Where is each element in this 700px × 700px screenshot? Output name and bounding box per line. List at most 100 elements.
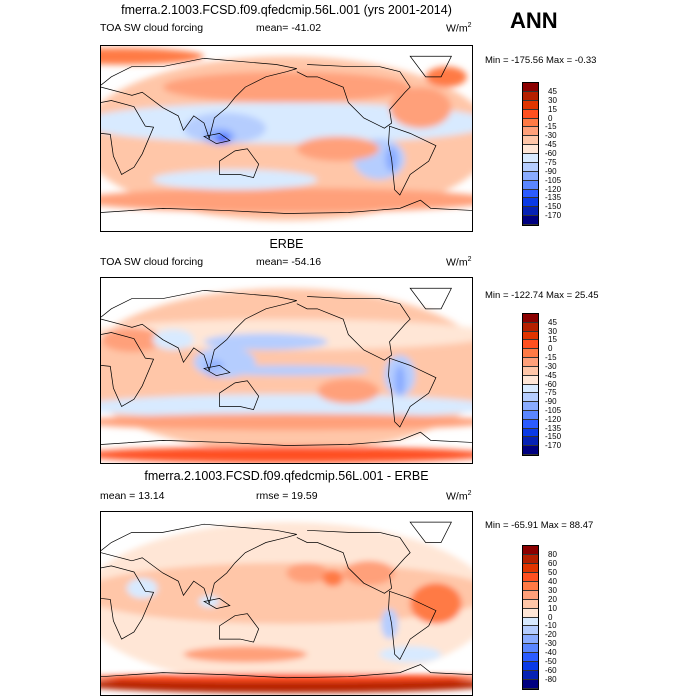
- colorbar-tick-label: 30: [548, 95, 557, 105]
- coastline: [100, 332, 155, 407]
- colorbar-swatch: [523, 608, 538, 618]
- left-label: TOA SW cloud forcing: [100, 256, 204, 268]
- min-max-label: Min = -175.56 Max = -0.33: [485, 55, 597, 66]
- colorbar-swatch: [523, 340, 538, 350]
- field-region: [162, 71, 411, 103]
- field-region: [204, 365, 369, 376]
- colorbar-tick-label: -80: [545, 675, 557, 685]
- colorbar-swatch: [523, 402, 538, 411]
- colorbar-tick-label: -135: [545, 423, 562, 433]
- map-panel: [80, 277, 493, 464]
- colorbar-swatch: [523, 154, 538, 163]
- field-region: [410, 583, 462, 624]
- colorbar-tick-label: -75: [545, 388, 557, 398]
- colorbar-tick-label: -120: [545, 184, 562, 194]
- coastline: [100, 100, 155, 175]
- map-panel: [80, 511, 493, 696]
- colorbar-tick-label: -20: [545, 630, 557, 640]
- colorbar-swatch: [523, 198, 538, 208]
- field-region: [317, 378, 380, 404]
- colorbar-tick-label: 45: [548, 86, 557, 96]
- colorbar: [522, 545, 539, 690]
- field-region: [379, 646, 442, 663]
- colorbar-swatch: [523, 145, 538, 154]
- colorbar-swatch: [523, 314, 538, 323]
- colorbar-swatch: [523, 554, 538, 564]
- coastline: [409, 55, 452, 78]
- field-region: [80, 102, 493, 144]
- coastline: [296, 529, 411, 594]
- field-region: [80, 187, 493, 213]
- field-region: [425, 66, 467, 88]
- coastline: [219, 380, 260, 410]
- colorbar-tick-label: 60: [548, 558, 557, 568]
- colorbar-tick-label: -170: [545, 211, 562, 221]
- coastline: [409, 287, 452, 310]
- map-panel: [39, 45, 493, 232]
- colorbar-tick-label: 10: [548, 603, 557, 613]
- colorbar-tick-label: 30: [548, 585, 557, 595]
- units-text: W/m: [446, 490, 468, 503]
- coastline: [100, 57, 297, 140]
- colorbar-tick-label: 0: [548, 612, 553, 622]
- colorbar-tick-label: -45: [545, 370, 557, 380]
- colorbar-tick-label: -15: [545, 122, 557, 132]
- field-region: [101, 327, 163, 352]
- colorbar-swatch: [523, 599, 538, 609]
- colorbar-tick-label: -135: [545, 193, 562, 203]
- field-region: [126, 578, 158, 599]
- colorbar-swatch: [523, 180, 538, 190]
- colorbar-tick-label: 0: [548, 344, 553, 354]
- colorbar-swatch: [523, 366, 538, 376]
- colorbar-tick-label: -60: [545, 379, 557, 389]
- field-region: [39, 48, 205, 65]
- colorbar-swatch: [523, 375, 538, 385]
- colorbar-swatch: [523, 419, 538, 429]
- field-region: [216, 134, 229, 143]
- units-exponent: 2: [467, 490, 472, 497]
- coastline: [100, 289, 297, 372]
- colorbar-swatch: [523, 162, 538, 172]
- colorbar-swatch: [523, 358, 538, 367]
- colorbar-swatch: [523, 331, 538, 341]
- left-label: TOA SW cloud forcing: [100, 22, 204, 34]
- field-region: [152, 169, 318, 190]
- field-region: [322, 569, 344, 587]
- field-region: [394, 365, 406, 397]
- colorbar-swatch: [523, 83, 538, 92]
- coastline: [203, 132, 231, 145]
- colorbar-swatch: [523, 653, 538, 663]
- colorbar-tick-label: 40: [548, 576, 557, 586]
- min-max-label: Min = -65.91 Max = 88.47: [485, 520, 594, 531]
- colorbar-tick-label: -15: [545, 353, 557, 363]
- colorbar-tick-label: 15: [548, 335, 557, 345]
- colorbar-swatch: [523, 635, 538, 645]
- units-text: W/m: [446, 22, 468, 35]
- units-exponent: 2: [467, 22, 472, 29]
- colorbar-swatch: [523, 546, 538, 555]
- field-region: [183, 112, 266, 144]
- colorbar-swatch: [523, 590, 538, 600]
- colorbar-swatch: [523, 100, 538, 110]
- colorbar-swatch: [523, 393, 538, 403]
- colorbar-tick-label: -60: [545, 666, 557, 676]
- colorbar-swatch: [523, 581, 538, 591]
- colorbar-swatch: [523, 626, 538, 636]
- colorbar-tick-label: -170: [545, 441, 562, 451]
- colorbar-swatch: [523, 572, 538, 582]
- min-max-label: Min = -122.74 Max = 25.45: [485, 290, 599, 301]
- panel-title: fmerra.2.1003.FCSD.f09.qfedcmip.56L.001 …: [121, 3, 452, 17]
- colorbar-tick-label: -150: [545, 432, 562, 442]
- field-region: [286, 562, 328, 584]
- colorbar-swatch: [523, 109, 538, 119]
- panel-title: ERBE: [269, 237, 304, 251]
- colorbar-swatch: [523, 617, 538, 627]
- colorbar-tick-label: -75: [545, 157, 557, 167]
- coastline: [296, 64, 411, 129]
- units-label: W/m2: [446, 256, 471, 269]
- colorbar-swatch: [523, 136, 538, 146]
- coastline: [219, 613, 260, 643]
- colorbar-swatch: [523, 446, 538, 455]
- colorbar-swatch: [523, 118, 538, 128]
